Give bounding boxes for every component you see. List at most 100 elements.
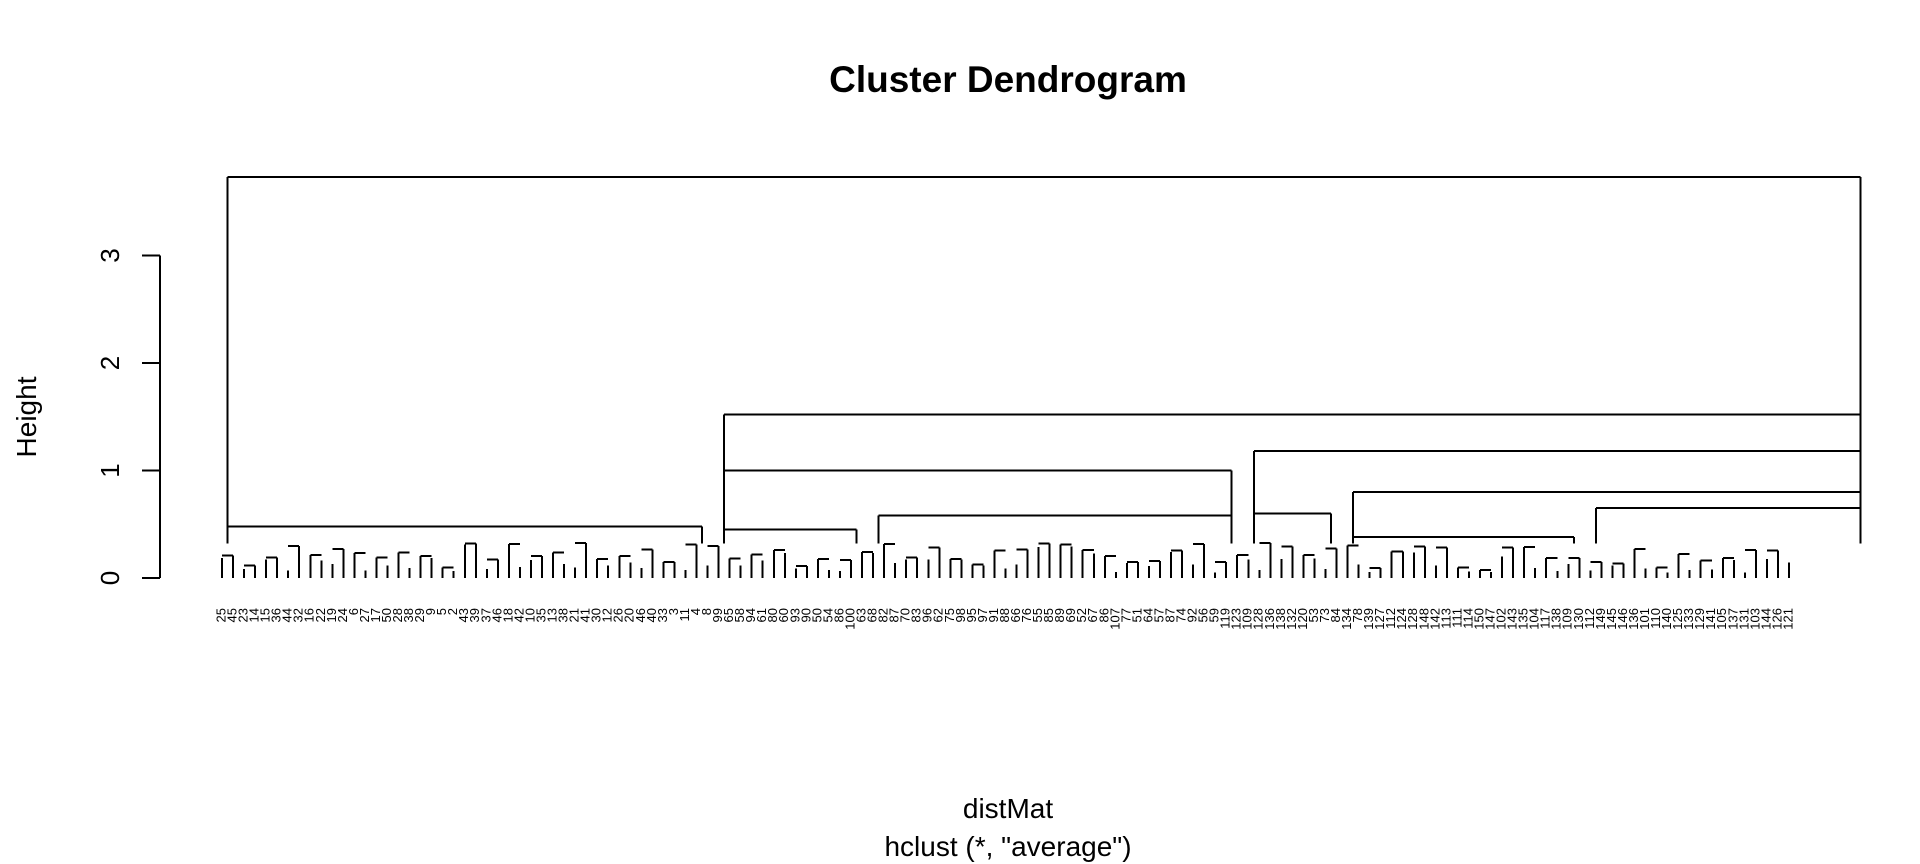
leaf-label: 16 <box>302 608 317 622</box>
leaf-label: 129 <box>1692 608 1707 630</box>
dendrogram-branches <box>221 176 1862 578</box>
leaf-label: 11 <box>677 608 692 622</box>
leaf-label: 27 <box>357 608 372 622</box>
leaf-label: 121 <box>1780 608 1795 630</box>
leaf-label: 77 <box>1118 608 1133 622</box>
leaf-label: 114 <box>1460 608 1475 629</box>
leaf-label: 46 <box>633 608 648 622</box>
leaf-label: 100 <box>842 608 857 630</box>
y-tick-label: 2 <box>95 356 125 370</box>
leaf-label: 101 <box>1637 608 1652 630</box>
leaf-label: 94 <box>743 608 758 622</box>
leaf-label: 149 <box>1593 608 1608 630</box>
leaf-label: 30 <box>589 608 604 622</box>
leaf-label: 50 <box>379 608 394 622</box>
leaf-label: 5 <box>434 608 449 615</box>
leaf-label: 15 <box>258 608 273 622</box>
leaf-label: 9 <box>423 608 438 615</box>
leaf-label: 43 <box>456 608 471 622</box>
leaf-label: 128 <box>1405 608 1420 630</box>
leaf-label: 86 <box>831 608 846 622</box>
leaf-label: 110 <box>1648 608 1663 629</box>
leaf-label: 96 <box>920 608 935 622</box>
leaf-label: 135 <box>1516 608 1531 630</box>
leaf-label: 56 <box>1196 608 1211 622</box>
leaf-label: 60 <box>776 608 791 622</box>
leaf-label: 103 <box>1747 608 1762 630</box>
leaf-label: 107 <box>1107 608 1122 630</box>
x-axis-sublabel: hclust (*, "average") <box>884 831 1131 862</box>
leaf-label: 136 <box>1626 608 1641 630</box>
leaf-label: 76 <box>1019 608 1034 622</box>
leaf-labels: 2545231415364432162219246271750283829952… <box>213 608 1795 630</box>
leaf-label: 2 <box>445 608 460 615</box>
leaf-label: 105 <box>1714 608 1729 630</box>
leaf-label: 25 <box>213 608 228 622</box>
leaf-label: 58 <box>732 608 747 622</box>
leaf-label: 98 <box>953 608 968 622</box>
leaf-label: 17 <box>368 608 383 622</box>
leaf-label: 8 <box>699 608 714 615</box>
leaf-label: 38 <box>556 608 571 622</box>
leaf-label: 45 <box>224 608 239 622</box>
leaf-label: 88 <box>997 608 1012 622</box>
leaf-label: 78 <box>1350 608 1365 622</box>
leaf-label: 130 <box>1571 608 1586 630</box>
leaf-label: 80 <box>765 608 780 622</box>
leaf-label: 73 <box>1317 608 1332 622</box>
leaf-label: 146 <box>1615 608 1630 630</box>
x-axis-label: distMat <box>963 793 1053 824</box>
leaf-label: 143 <box>1505 608 1520 630</box>
leaf-label: 124 <box>1394 608 1409 630</box>
leaf-label: 109 <box>1560 608 1575 630</box>
leaf-label: 37 <box>478 608 493 622</box>
leaf-label: 6 <box>346 608 361 615</box>
leaf-label: 14 <box>247 608 262 622</box>
leaf-label: 54 <box>820 608 835 622</box>
leaf-label: 138 <box>1549 608 1564 630</box>
chart-title: Cluster Dendrogram <box>829 59 1187 100</box>
leaf-label: 92 <box>1185 608 1200 622</box>
leaf-label: 82 <box>876 608 891 622</box>
leaf-label: 133 <box>1681 608 1696 630</box>
leaf-label: 148 <box>1416 608 1431 630</box>
leaf-label: 137 <box>1725 608 1740 630</box>
y-tick-label: 1 <box>95 463 125 477</box>
leaf-label: 19 <box>324 608 339 622</box>
leaf-label: 39 <box>467 608 482 622</box>
leaf-label: 69 <box>1063 608 1078 622</box>
leaf-label: 68 <box>865 608 880 622</box>
leaf-label: 145 <box>1604 608 1619 630</box>
leaf-label: 42 <box>511 608 526 622</box>
leaf-label: 32 <box>291 608 306 622</box>
leaf-label: 12 <box>600 608 615 622</box>
leaf-label: 99 <box>710 608 725 622</box>
leaf-label: 150 <box>1471 608 1486 630</box>
leaf-label: 141 <box>1703 608 1718 630</box>
leaf-label: 64 <box>1140 608 1155 622</box>
leaf-label: 28 <box>390 608 405 622</box>
leaf-label: 102 <box>1494 608 1509 630</box>
leaf-label: 65 <box>721 608 736 622</box>
leaf-label: 24 <box>335 608 350 622</box>
leaf-label: 83 <box>909 608 924 622</box>
leaf-label: 59 <box>1207 608 1222 622</box>
leaf-label: 61 <box>754 608 769 622</box>
leaf-label: 18 <box>500 608 515 622</box>
leaf-label: 112 <box>1383 608 1398 629</box>
leaf-label: 46 <box>489 608 504 622</box>
leaf-label: 63 <box>853 608 868 622</box>
leaf-label: 4 <box>688 608 703 615</box>
leaf-label: 22 <box>313 608 328 622</box>
leaf-label: 21 <box>567 608 582 622</box>
leaf-label: 113 <box>1438 608 1453 629</box>
leaf-label: 57 <box>1151 608 1166 622</box>
leaf-label: 75 <box>942 608 957 622</box>
leaf-label: 3 <box>666 608 681 615</box>
y-tick-label: 3 <box>95 248 125 262</box>
leaf-label: 123 <box>1229 608 1244 630</box>
leaf-label: 13 <box>544 608 559 622</box>
leaf-label: 132 <box>1284 608 1299 630</box>
leaf-label: 89 <box>1052 608 1067 622</box>
leaf-label: 117 <box>1538 608 1553 629</box>
